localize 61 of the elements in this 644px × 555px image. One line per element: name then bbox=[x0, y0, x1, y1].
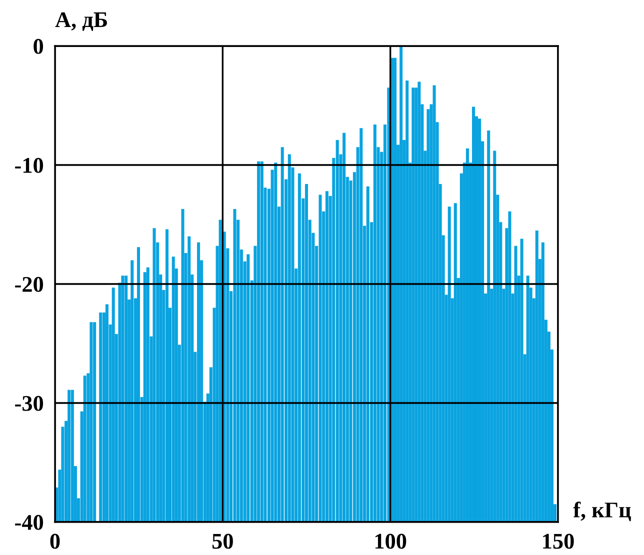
bar bbox=[197, 242, 200, 522]
x-tick-label: 150 bbox=[543, 534, 574, 549]
bar bbox=[136, 247, 140, 522]
bar bbox=[535, 230, 538, 522]
bar bbox=[412, 88, 415, 522]
bar bbox=[342, 132, 346, 522]
bar bbox=[325, 191, 328, 522]
bar bbox=[99, 312, 102, 522]
bar bbox=[493, 150, 496, 522]
bar bbox=[360, 128, 363, 522]
y-tick-label: -20 bbox=[15, 276, 44, 292]
bar bbox=[520, 238, 524, 522]
bar bbox=[121, 276, 124, 522]
bar bbox=[93, 322, 96, 522]
bar bbox=[83, 376, 86, 522]
bar bbox=[233, 209, 236, 522]
bar bbox=[373, 124, 376, 522]
x-tick-label: 50 bbox=[212, 534, 233, 549]
bar bbox=[188, 236, 191, 522]
bar bbox=[526, 276, 530, 522]
bar bbox=[418, 82, 421, 522]
bar bbox=[288, 154, 291, 522]
bar bbox=[146, 267, 150, 522]
bar bbox=[448, 206, 451, 522]
bar bbox=[274, 162, 278, 522]
bar bbox=[105, 304, 108, 522]
bar bbox=[152, 228, 156, 522]
bar bbox=[90, 322, 93, 522]
y-tick-label: -10 bbox=[15, 158, 44, 173]
bar bbox=[257, 161, 260, 522]
bar bbox=[406, 80, 409, 522]
bar bbox=[181, 209, 184, 522]
bar bbox=[454, 203, 457, 522]
bar bbox=[432, 85, 436, 522]
bar bbox=[508, 211, 512, 522]
bar bbox=[70, 390, 74, 522]
bar bbox=[487, 130, 490, 522]
bar bbox=[298, 173, 301, 522]
x-axis-title: f, кГц bbox=[573, 502, 631, 522]
bar bbox=[280, 147, 284, 522]
bar bbox=[514, 246, 518, 522]
bar bbox=[304, 184, 308, 522]
y-tick-label: -30 bbox=[15, 396, 44, 411]
y-tick-label: 0 bbox=[34, 38, 44, 54]
bar bbox=[130, 260, 134, 522]
bar bbox=[112, 288, 115, 522]
bar bbox=[366, 186, 370, 522]
bar bbox=[172, 256, 175, 522]
x-tick-label: 100 bbox=[375, 534, 406, 549]
y-axis-title: A, дБ bbox=[55, 12, 107, 31]
bar bbox=[165, 229, 169, 522]
bar bbox=[68, 390, 71, 522]
y-tick-label: -40 bbox=[15, 514, 44, 530]
bar bbox=[124, 276, 128, 522]
bar bbox=[318, 194, 322, 522]
bar bbox=[541, 242, 544, 522]
bar bbox=[218, 220, 222, 522]
bar bbox=[260, 161, 264, 522]
x-tick-label: 0 bbox=[50, 534, 60, 549]
bar bbox=[336, 140, 339, 522]
bar bbox=[246, 254, 250, 522]
